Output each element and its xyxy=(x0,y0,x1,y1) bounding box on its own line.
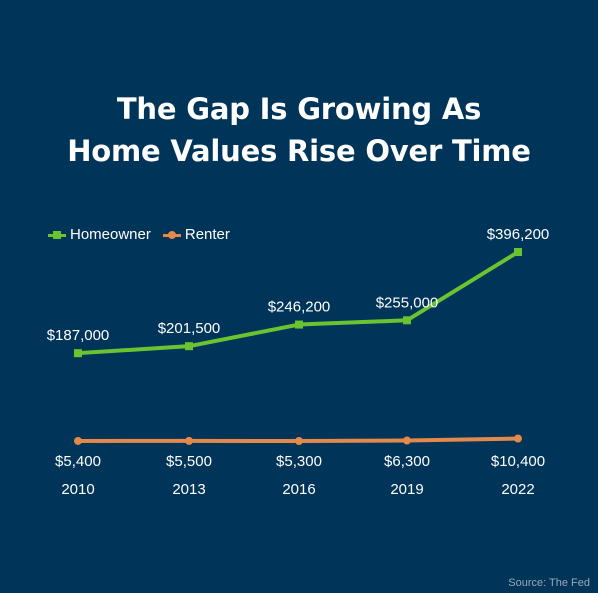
data-label-homeowner-2019: $255,000 xyxy=(376,294,439,311)
x-tick-label-2019: 2019 xyxy=(390,481,423,498)
chart-title: The Gap Is Growing As Home Values Rise O… xyxy=(0,88,598,172)
x-tick-label-2013: 2013 xyxy=(172,481,205,498)
point-homeowner-2019 xyxy=(403,316,411,325)
legend-swatch-renter xyxy=(162,228,181,242)
point-renter-2022 xyxy=(514,434,522,443)
data-label-renter-2010: $5,400 xyxy=(55,453,101,470)
data-label-renter-2019: $6,300 xyxy=(384,453,430,470)
source-note: Source: The Fed xyxy=(508,577,590,589)
legend-label-renter: Renter xyxy=(184,226,230,243)
point-homeowner-2010 xyxy=(74,349,82,358)
data-label-homeowner-2022: $396,200 xyxy=(487,226,550,243)
data-label-renter-2013: $5,500 xyxy=(166,453,212,470)
x-tick-label-2010: 2010 xyxy=(61,481,94,498)
x-tick-label-2022: 2022 xyxy=(501,481,534,498)
legend: Homeowner Renter xyxy=(48,226,230,243)
legend-item-renter: Renter xyxy=(162,226,230,243)
legend-swatch-homeowner xyxy=(48,228,66,242)
point-renter-2013 xyxy=(185,436,193,445)
point-homeowner-2016 xyxy=(295,320,303,329)
point-renter-2019 xyxy=(403,436,411,445)
point-homeowner-2022 xyxy=(514,248,522,257)
data-label-renter-2016: $5,300 xyxy=(276,453,322,470)
point-renter-2016 xyxy=(295,437,303,445)
data-label-homeowner-2013: $201,500 xyxy=(158,320,221,337)
data-label-renter-2022: $10,400 xyxy=(491,453,545,470)
point-renter-2010 xyxy=(74,436,82,445)
title-line-1: The Gap Is Growing As xyxy=(116,92,482,126)
title-line-2: Home Values Rise Over Time xyxy=(67,134,531,168)
x-tick-label-2016: 2016 xyxy=(282,481,315,498)
data-label-homeowner-2016: $246,200 xyxy=(268,299,331,316)
data-label-homeowner-2010: $187,000 xyxy=(47,327,110,344)
legend-item-homeowner: Homeowner xyxy=(48,226,151,243)
point-homeowner-2013 xyxy=(185,342,193,351)
legend-label-homeowner: Homeowner xyxy=(70,226,151,243)
